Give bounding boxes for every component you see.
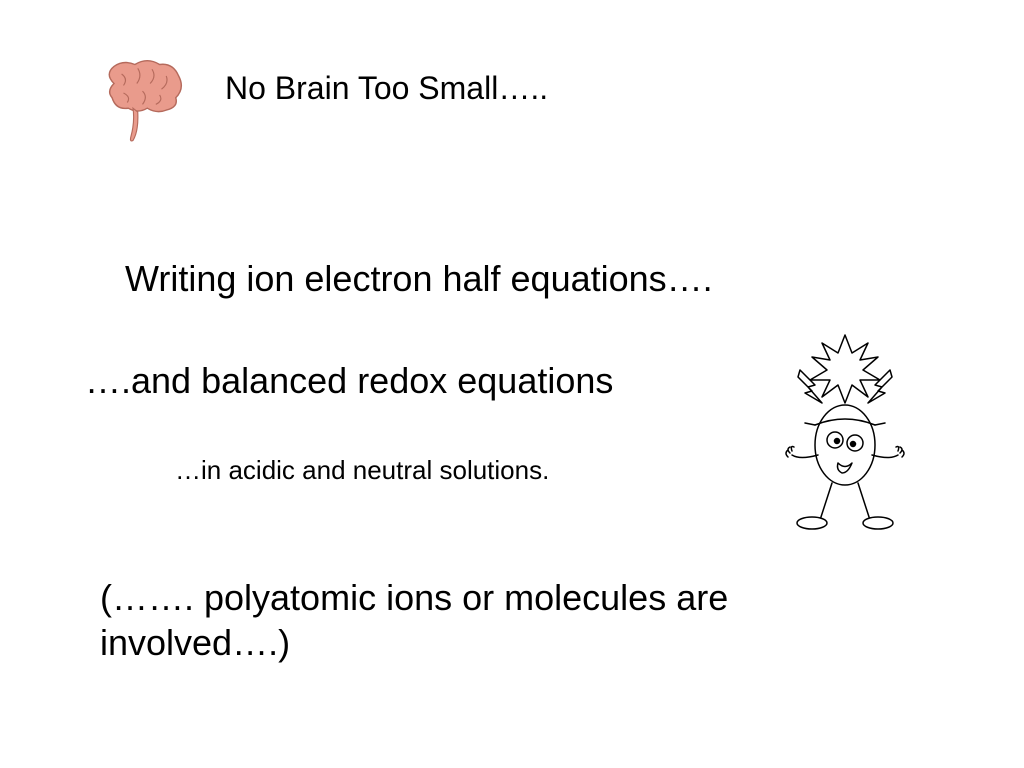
brain-icon [95, 55, 190, 150]
content-line-3: …in acidic and neutral solutions. [175, 455, 549, 486]
header-title: No Brain Too Small….. [225, 70, 548, 107]
cartoon-character-icon [760, 325, 930, 535]
content-line-4: (……. polyatomic ions or molecules are in… [100, 575, 900, 665]
slide-container: No Brain Too Small….. Writing ion electr… [0, 0, 1024, 768]
content-line-2: ….and balanced redox equations [85, 360, 613, 402]
content-line-1: Writing ion electron half equations…. [125, 258, 713, 300]
